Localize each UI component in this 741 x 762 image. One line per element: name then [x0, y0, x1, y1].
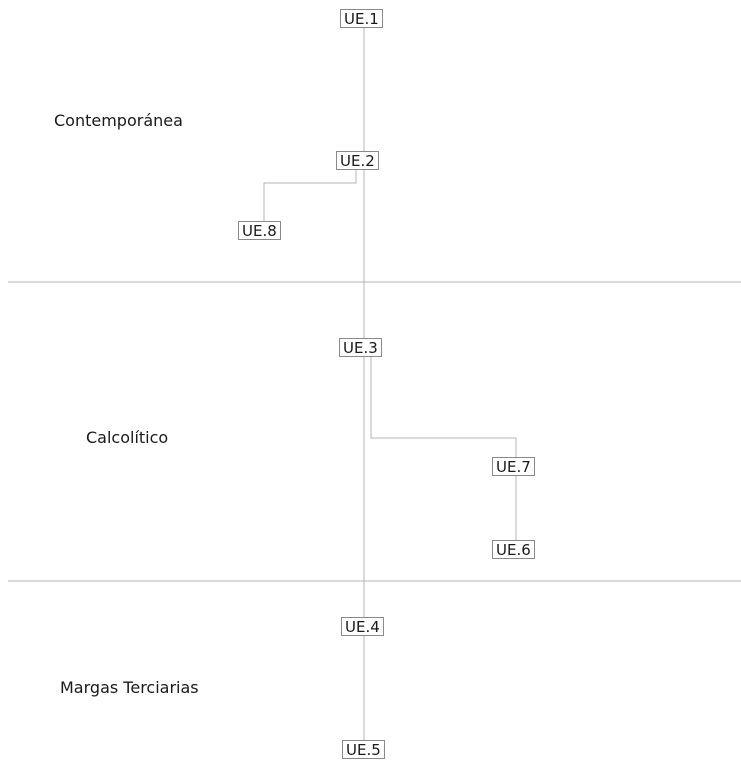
connector-ue2-ue8 [263, 170, 357, 222]
ue-node-3: UE.3 [339, 338, 382, 357]
ue-node-6: UE.6 [492, 540, 535, 559]
ue-node-5: UE.5 [342, 740, 385, 759]
phase-label-margas-terciarias: Margas Terciarias [60, 678, 199, 697]
ue-node-8: UE.8 [238, 221, 281, 240]
ue-node-7: UE.7 [492, 457, 535, 476]
ue-node-2: UE.2 [336, 151, 379, 170]
ue-node-4: UE.4 [341, 617, 384, 636]
connector-ue3-ue7 [370, 357, 517, 457]
ue-node-1: UE.1 [340, 9, 383, 28]
phase-label-calcolitico: Calcolítico [86, 428, 169, 447]
phase-label-contemporanea: Contemporánea [54, 111, 183, 130]
